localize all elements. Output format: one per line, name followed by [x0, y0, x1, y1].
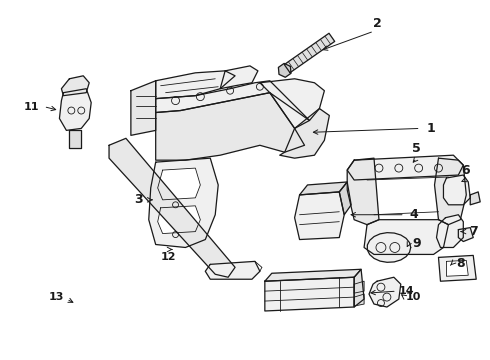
Text: 14: 14 — [399, 286, 415, 296]
Polygon shape — [156, 71, 235, 99]
Polygon shape — [299, 182, 347, 195]
Polygon shape — [347, 158, 379, 225]
Polygon shape — [439, 255, 476, 281]
Polygon shape — [443, 175, 470, 205]
Polygon shape — [339, 182, 351, 215]
Text: 7: 7 — [469, 225, 478, 238]
Text: 2: 2 — [372, 17, 381, 30]
Text: 10: 10 — [406, 292, 421, 302]
Polygon shape — [437, 215, 464, 247]
Polygon shape — [368, 233, 411, 262]
Polygon shape — [278, 63, 291, 77]
Polygon shape — [149, 158, 218, 247]
Polygon shape — [369, 277, 401, 307]
Polygon shape — [354, 281, 364, 293]
Polygon shape — [458, 228, 473, 242]
Polygon shape — [265, 269, 361, 281]
Polygon shape — [284, 33, 335, 73]
Polygon shape — [364, 220, 448, 255]
Polygon shape — [354, 294, 364, 306]
Polygon shape — [260, 79, 324, 121]
Polygon shape — [70, 130, 81, 148]
Polygon shape — [61, 76, 89, 96]
Text: 1: 1 — [426, 122, 435, 135]
Polygon shape — [158, 206, 200, 234]
Text: 6: 6 — [461, 163, 469, 176]
Text: 4: 4 — [409, 208, 418, 221]
Polygon shape — [0, 0, 49, 83]
Polygon shape — [446, 260, 468, 276]
Text: 3: 3 — [135, 193, 143, 206]
Text: 13: 13 — [49, 292, 64, 302]
Text: 11: 11 — [24, 102, 39, 112]
Polygon shape — [156, 93, 305, 160]
Text: 8: 8 — [456, 257, 465, 270]
Polygon shape — [265, 277, 354, 311]
Text: 9: 9 — [413, 237, 421, 250]
Text: 5: 5 — [412, 142, 421, 155]
Polygon shape — [470, 192, 480, 205]
Polygon shape — [220, 66, 258, 89]
Polygon shape — [109, 138, 235, 277]
Polygon shape — [156, 81, 310, 129]
Polygon shape — [280, 109, 329, 158]
Polygon shape — [294, 192, 344, 239]
Polygon shape — [131, 81, 156, 135]
Polygon shape — [158, 168, 200, 200]
Polygon shape — [347, 155, 464, 180]
Polygon shape — [354, 269, 364, 307]
Polygon shape — [59, 89, 91, 130]
Polygon shape — [435, 158, 466, 225]
Polygon shape — [205, 261, 260, 279]
Text: 12: 12 — [161, 252, 176, 262]
